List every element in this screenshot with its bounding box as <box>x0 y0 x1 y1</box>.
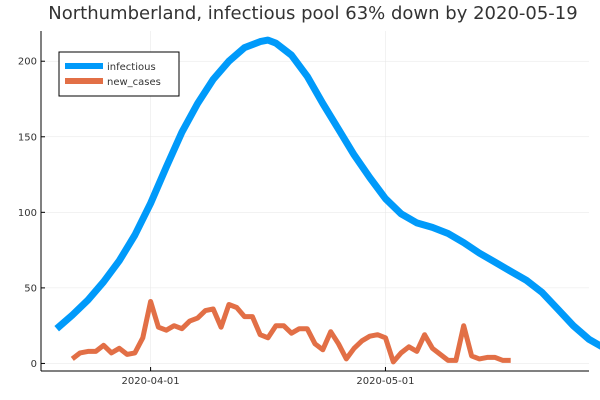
chart-title: Northumberland, infectious pool 63% down… <box>48 3 577 24</box>
legend: infectious new_cases <box>58 51 180 97</box>
series-lines <box>54 36 600 365</box>
y-tick-label: 0 <box>31 359 37 370</box>
y-tick-label: 100 <box>18 208 37 219</box>
x-tick-label: 2020-04-01 <box>122 376 180 387</box>
legend-box <box>58 51 180 97</box>
x-tick-label: 2020-05-01 <box>356 376 414 387</box>
tick-marks: 0 50 100 150 200 2020-04-01 2020-05-01 <box>18 57 415 387</box>
series-line-new-cases <box>70 299 511 365</box>
y-tick-label: 200 <box>18 57 37 68</box>
axes <box>40 31 589 372</box>
series-line-infectious <box>54 36 600 350</box>
y-tick-label: 150 <box>18 132 37 143</box>
legend-infectious-label: infectious <box>107 62 156 73</box>
legend-new-cases-label: new_cases <box>107 77 161 88</box>
y-tick-label: 50 <box>24 283 37 294</box>
